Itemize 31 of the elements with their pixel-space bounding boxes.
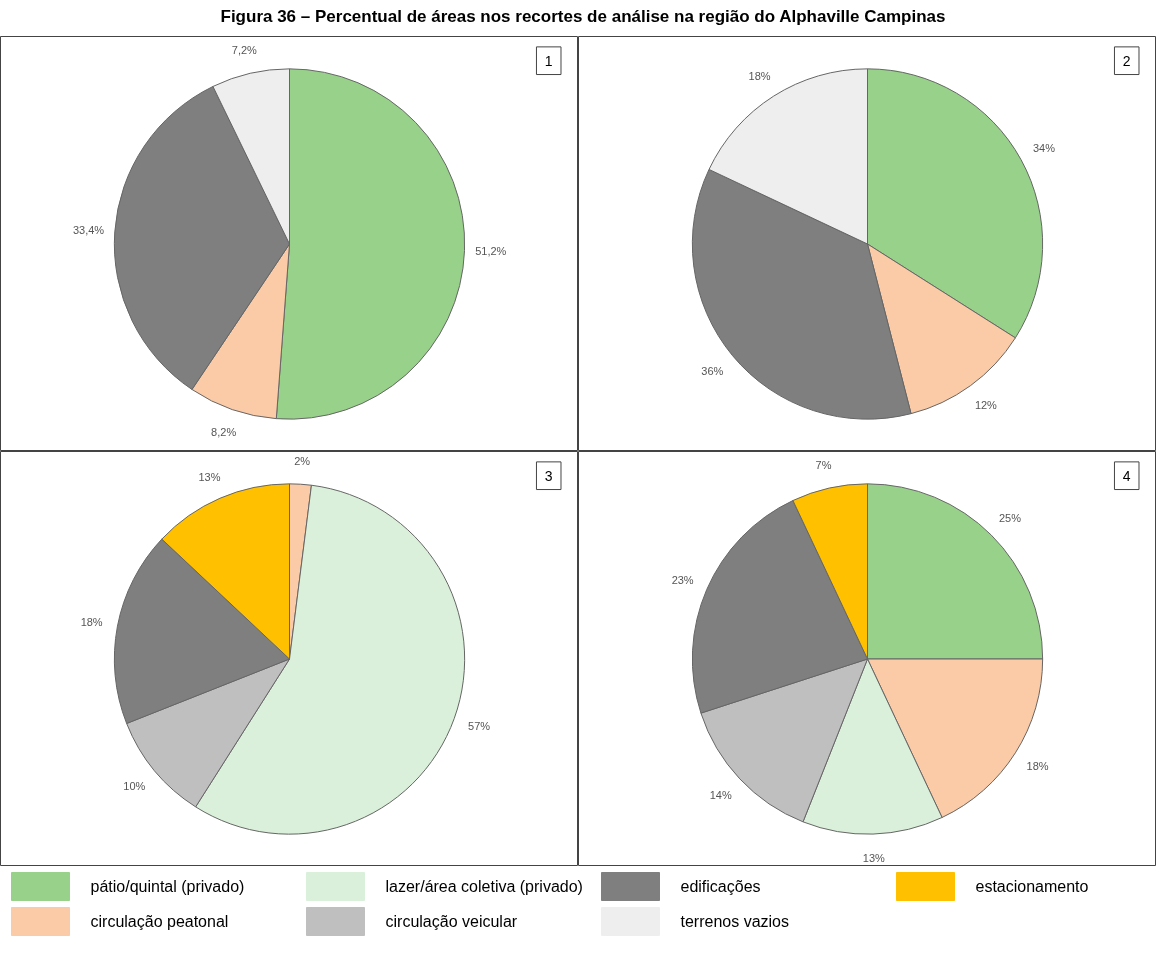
- data-label: 14%: [709, 789, 732, 802]
- data-label: 36%: [701, 364, 724, 377]
- legend-label: circulação veicular: [385, 913, 518, 930]
- legend-label: lazer/área coletiva (privado): [385, 878, 583, 895]
- data-label: 23%: [671, 574, 694, 587]
- data-label: 13%: [198, 470, 221, 483]
- legend-label: estacionamento: [975, 878, 1089, 895]
- data-label: 2%: [294, 454, 311, 467]
- data-label: 13%: [862, 851, 886, 864]
- text: 3: [544, 467, 553, 484]
- legend-label: terrenos vazios: [680, 913, 789, 930]
- data-label: 7,2%: [231, 44, 258, 57]
- data-label: 7%: [815, 458, 832, 471]
- text: 1: [544, 52, 553, 69]
- legend-label: circulação peatonal: [90, 913, 229, 930]
- legend-label: edificações: [680, 878, 761, 895]
- data-label: 33,4%: [72, 224, 105, 237]
- data-label: 51,2%: [475, 245, 507, 258]
- legend-label: pátio/quintal (privado): [90, 878, 245, 895]
- text: 2: [1122, 52, 1131, 69]
- text: Figura 36 – Percentual de áreas nos recortes de análise na região do Alphaville Campinas: [219, 6, 947, 28]
- data-label: 8,2%: [211, 425, 237, 438]
- data-label: 18%: [80, 615, 103, 628]
- data-label: 34%: [1033, 142, 1056, 155]
- data-label: 57%: [468, 720, 491, 733]
- data-label: 18%: [1026, 759, 1049, 772]
- data-label: 25%: [998, 512, 1022, 525]
- text: 4: [1122, 467, 1131, 484]
- data-label: 12%: [974, 398, 998, 411]
- data-label: 18%: [748, 70, 771, 83]
- data-label: 10%: [123, 779, 146, 792]
